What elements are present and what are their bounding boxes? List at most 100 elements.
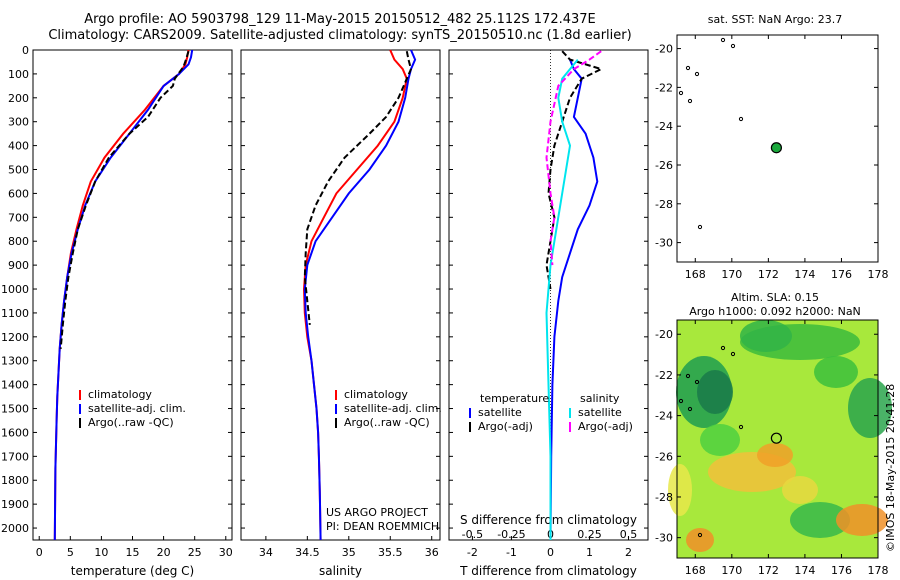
island-outline [697,224,703,230]
legend-label: salinity [580,392,620,405]
y-tick-label: 0 [22,44,29,57]
y-tick-label: 1200 [1,331,29,344]
heatmap-blob [757,443,793,467]
map-frame [676,319,879,559]
island-outline [730,43,736,49]
y-tick-label: 300 [8,116,29,129]
x-tick-label: 174 [794,268,815,281]
legend-label: Argo(-adj) [578,420,633,433]
x-tick-label: 176 [831,268,852,281]
island-outline [685,65,691,71]
island-outline [694,71,700,77]
heatmap-blob [814,356,858,388]
y-tick-label: -22 [655,369,673,382]
island-outline [694,379,700,385]
y-tick-label: -26 [655,159,673,172]
x-tick-label: 176 [831,564,852,577]
y-tick-label: 400 [8,140,29,153]
y-tick-label: 1800 [1,474,29,487]
y-tick-label: -30 [655,532,673,545]
x-tick-top-label: 0.5 [620,528,638,541]
x-tick-label: 35.5 [378,546,403,559]
y-tick-label: -28 [655,198,673,211]
x-tick-label: 172 [758,268,779,281]
argo-position-marker [770,142,783,154]
y-tick-label: 100 [8,68,29,81]
island-outline [697,532,703,538]
x-tick-label: 0 [36,546,43,559]
x-tick-label: 178 [868,268,889,281]
legend-label: temperature [480,392,549,405]
island-outline [678,398,684,404]
y-tick-label: 600 [8,187,29,200]
x-tick-top-label: 0.25 [577,528,602,541]
x-tick-label: 168 [685,564,706,577]
y-tick-label: -20 [655,328,673,341]
series-line-temperature-satellite [549,59,599,541]
y-tick-label: 1900 [1,498,29,511]
heatmap-blob [740,320,792,352]
map-frame [676,34,879,263]
y-tick-label: 1000 [1,283,29,296]
title-line-2: Climatology: CARS2009. Satellite-adjuste… [48,28,632,43]
island-outline [687,406,693,412]
y-tick-label: 1500 [1,403,29,416]
y-tick-label: 1300 [1,355,29,368]
annotation-line: US ARGO PROJECT [326,506,428,519]
x-tick-label: 20 [157,546,171,559]
island-outline [720,345,726,351]
legend-label: climatology [344,388,408,401]
x-axis-label-top: S difference from climatology [460,513,637,527]
island-outline [738,424,744,430]
legend-label: satellite [478,406,522,419]
heatmap-blob [836,504,888,536]
heatmap-blob [686,528,714,552]
x-tick-label: 178 [868,564,889,577]
sla-map-title: Altim. SLA: 0.15 [730,291,820,304]
title-line-1: Argo profile: AO 5903798_129 11-May-2015… [84,12,596,27]
y-tick-label: -22 [655,81,673,94]
x-tick-label: 170 [721,268,742,281]
x-tick-label: 172 [758,564,779,577]
x-axis-label: salinity [319,564,362,578]
x-tick-label: -1 [506,546,517,559]
heatmap-blob [697,370,733,414]
x-tick-label: 0 [547,546,554,559]
sst-map-title: sat. SST: NaN Argo: 23.7 [707,13,843,26]
copyright-stamp: ©IMOS 18-May-2015 20:41:28 [884,383,897,552]
x-tick-label: 34 [259,546,273,559]
y-tick-label: 700 [8,211,29,224]
x-tick-label: 25 [188,546,202,559]
legend-label: climatology [88,388,152,401]
y-tick-label: 1400 [1,379,29,392]
y-tick-label: 900 [8,259,29,272]
sla-map-subtitle: Argo h1000: 0.092 h2000: NaN [689,305,861,318]
heatmap-blob [668,464,692,516]
x-tick-top-label: -0.25 [497,528,525,541]
x-tick-label: 10 [94,546,108,559]
x-tick-label: 168 [685,268,706,281]
x-axis-label: temperature (deg C) [71,564,194,578]
y-tick-label: 200 [8,92,29,105]
series-line-argo-raw-qc- [59,50,190,349]
heatmap-blob [848,378,892,438]
series-line-salinity-argo-adj- [545,50,602,266]
x-tick-label: 170 [721,564,742,577]
x-tick-label: 5 [67,546,74,559]
island-outline [687,98,693,104]
x-tick-label: 174 [794,564,815,577]
x-tick-label: 2 [625,546,632,559]
legend-label: Argo(..raw -QC) [344,416,430,429]
argo-position-marker [770,432,783,444]
island-outline [678,90,684,96]
island-outline [730,351,736,357]
y-tick-label: -26 [655,450,673,463]
y-tick-label: 2000 [1,522,29,535]
legend-label: Argo(-adj) [478,420,533,433]
y-tick-label: -30 [655,237,673,250]
profile-panel-frame [240,49,441,541]
y-tick-label: 1700 [1,450,29,463]
heatmap-blob [782,476,818,504]
series-line-satellite-adj-clim- [303,49,417,541]
legend-label: satellite-adj. clim. [88,402,186,415]
